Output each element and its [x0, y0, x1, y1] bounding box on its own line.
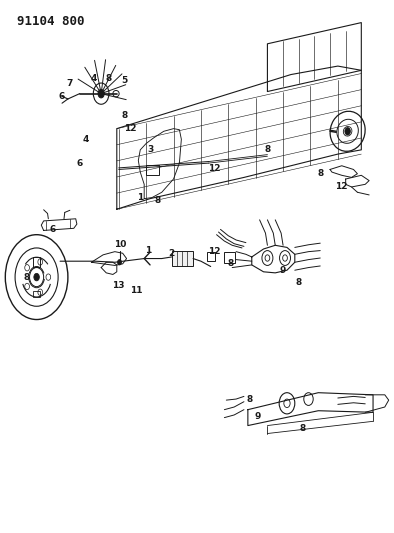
Text: 8: 8: [24, 272, 30, 281]
Text: 7: 7: [67, 79, 73, 88]
Text: 91104 800: 91104 800: [17, 14, 85, 28]
Text: 12: 12: [336, 182, 348, 191]
Text: 12: 12: [124, 124, 137, 133]
Text: 6: 6: [59, 92, 65, 101]
Text: 8: 8: [317, 169, 323, 178]
Text: 8: 8: [121, 111, 128, 120]
Text: 8: 8: [155, 196, 161, 205]
Circle shape: [34, 273, 39, 281]
Text: 1: 1: [145, 246, 151, 255]
Text: 13: 13: [113, 280, 125, 289]
Text: 8: 8: [247, 394, 253, 403]
Text: 8: 8: [264, 146, 271, 155]
Bar: [33, 257, 40, 266]
Text: 12: 12: [208, 164, 221, 173]
Text: 4: 4: [90, 74, 97, 83]
Text: 8: 8: [227, 260, 233, 268]
Circle shape: [117, 260, 121, 265]
Bar: [171, 251, 193, 266]
Text: 1: 1: [137, 193, 143, 202]
Bar: [207, 252, 216, 261]
Text: 3: 3: [147, 146, 153, 155]
Bar: [225, 252, 235, 263]
Text: 9: 9: [280, 266, 286, 275]
Text: 12: 12: [208, 247, 221, 256]
Text: 10: 10: [115, 240, 127, 249]
Text: 6: 6: [76, 159, 83, 167]
Text: 8: 8: [296, 278, 302, 287]
Text: 2: 2: [169, 249, 175, 258]
Text: 4: 4: [82, 135, 89, 144]
Circle shape: [98, 90, 104, 98]
Text: 6: 6: [49, 225, 56, 234]
Text: 5: 5: [121, 76, 128, 85]
Text: 8: 8: [299, 424, 306, 433]
Text: 8: 8: [106, 74, 112, 83]
Text: 11: 11: [130, 286, 143, 295]
Circle shape: [345, 127, 350, 135]
Text: 9: 9: [255, 411, 261, 421]
Bar: [146, 165, 159, 175]
Bar: [33, 291, 40, 297]
